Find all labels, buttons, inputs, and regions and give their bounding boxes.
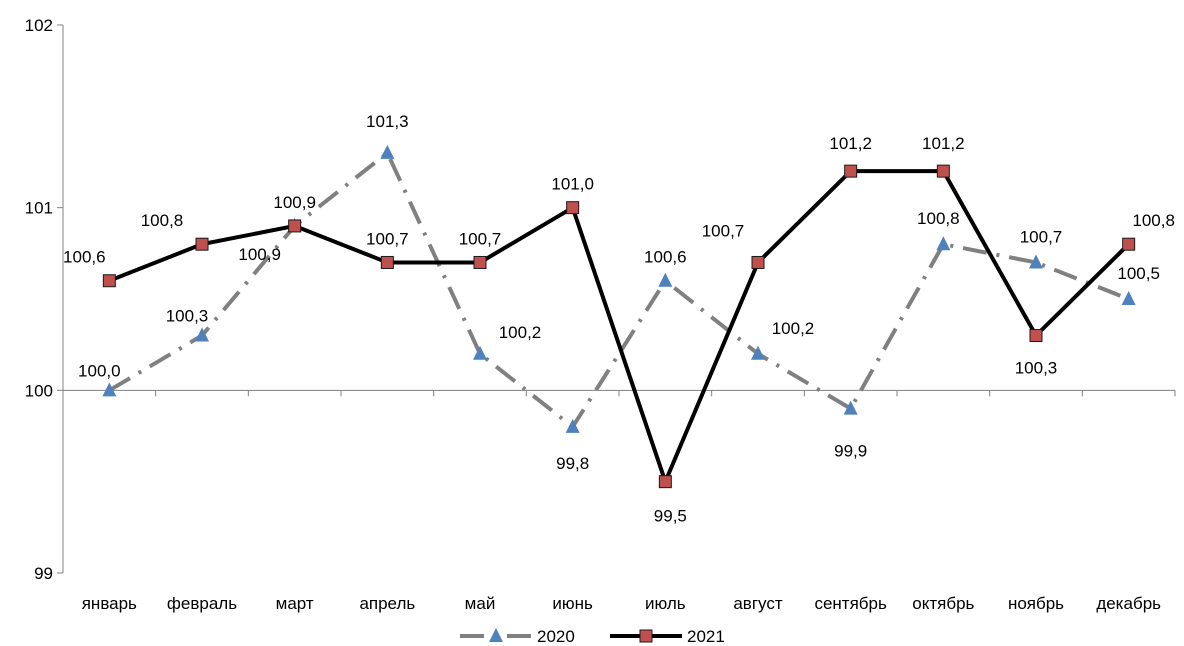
series-2021-point	[195, 237, 209, 251]
series-2020-point	[843, 400, 858, 415]
data-label-2020: 99,8	[556, 454, 589, 473]
legend-label: 2020	[537, 627, 575, 646]
data-label-2020: 100,8	[917, 209, 960, 228]
chart-legend: 2020 2021	[460, 627, 725, 646]
data-label-2021: 101,2	[829, 134, 872, 153]
series-2020-point	[936, 236, 951, 251]
series-2021-point	[566, 201, 580, 215]
series-markers	[102, 144, 1136, 489]
data-label-2021: 100,9	[273, 193, 316, 212]
x-tick-label: апрель	[359, 594, 415, 613]
x-tick-label: март	[276, 594, 314, 613]
series-2021-point	[380, 255, 394, 269]
data-label-2021: 101,0	[551, 175, 594, 194]
x-tick-label: июнь	[552, 594, 593, 613]
data-label-2021: 100,7	[366, 229, 409, 248]
x-tick-label: февраль	[167, 594, 237, 613]
series-2021-point	[102, 274, 116, 288]
series-2021-point	[473, 255, 487, 269]
series-2021-line	[108, 169, 1131, 488]
series-2021-point	[936, 164, 950, 178]
data-label-2021: 101,2	[922, 134, 965, 153]
data-label-2021: 100,3	[1015, 359, 1058, 378]
series-2020-line	[108, 149, 1130, 430]
data-label-2021: 99,5	[654, 507, 687, 526]
series-2021-point	[1122, 237, 1136, 251]
x-tick-label: июль	[645, 594, 686, 613]
legend-swatch-marker	[489, 628, 503, 642]
x-tick-label: январь	[82, 594, 137, 613]
data-label-2020: 100,2	[499, 323, 542, 342]
series-2021-point	[658, 475, 672, 489]
data-label-2021: 100,6	[63, 248, 106, 267]
data-label-2020: 100,6	[644, 248, 687, 267]
legend-swatch-marker	[639, 629, 653, 643]
series-2020-point	[473, 345, 487, 360]
x-tick-label: декабрь	[1096, 594, 1161, 613]
series-2020-point	[1121, 291, 1136, 305]
y-tick-label: 102	[25, 16, 53, 35]
data-label-2020: 100,9	[238, 245, 281, 264]
series-2021-point	[1029, 329, 1043, 343]
data-label-2021: 100,7	[702, 221, 745, 240]
x-tick-label: май	[465, 594, 496, 613]
series-2020-point	[102, 382, 117, 397]
series-2020-point	[1029, 254, 1043, 269]
x-tick-label: ноябрь	[1008, 594, 1064, 613]
data-label-2020: 100,2	[772, 319, 815, 338]
legend-label: 2021	[687, 627, 725, 646]
data-label-2020: 100,3	[166, 307, 209, 326]
data-label-2020: 101,3	[366, 112, 409, 131]
y-tick-label: 101	[25, 199, 53, 218]
data-labels: 100,0 100,3 100,9 101,3 100,2 99,8 100,6 100,2 9…	[63, 112, 1175, 526]
data-label-2021: 100,8	[141, 211, 184, 230]
data-label-2021: 100,7	[459, 229, 502, 248]
series-2021-point	[751, 255, 765, 269]
series-2020-point	[658, 272, 673, 287]
series-2020-point	[751, 345, 765, 360]
x-tick-label: октябрь	[912, 594, 974, 613]
data-label-2020: 99,9	[834, 442, 867, 461]
x-tick-label: сентябрь	[814, 594, 887, 613]
data-label-2020: 100,5	[1117, 264, 1160, 283]
y-tick-label: 100	[25, 381, 53, 400]
series-2021-point	[844, 164, 858, 178]
series-2020-point	[380, 144, 395, 159]
data-label-2020: 100,0	[78, 361, 121, 380]
data-label-2021: 100,8	[1132, 211, 1175, 230]
y-tick-label: 99	[34, 564, 53, 583]
series-2021-point	[288, 219, 302, 233]
series-2020-point	[565, 418, 580, 433]
data-label-2020: 100,7	[1020, 227, 1063, 246]
chart-axes: 99 100 101 102 январь февраль март апрель май июн…	[25, 16, 1176, 613]
series-2020-point	[195, 327, 209, 342]
x-tick-label: август	[733, 594, 782, 613]
series-lines	[108, 149, 1131, 488]
